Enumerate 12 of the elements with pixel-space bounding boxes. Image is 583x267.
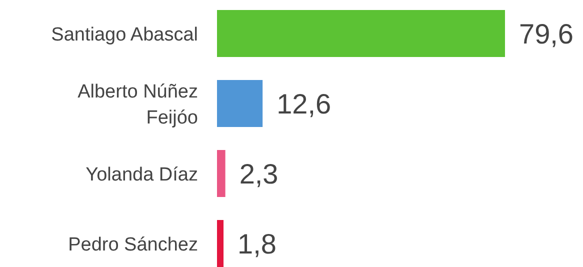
- y-tick-label: Alberto Núñez Feijóo: [78, 82, 198, 128]
- bar: [217, 80, 263, 127]
- data-label: 79,6: [519, 18, 574, 50]
- bar: [217, 220, 224, 267]
- bar: [217, 150, 226, 197]
- data-label: 12,6: [276, 88, 332, 120]
- data-label: 1,8: [238, 228, 276, 260]
- data-label: 2,3: [239, 158, 278, 190]
- y-tick-label: Yolanda Díaz: [86, 164, 198, 186]
- y-tick-label: Santiago Abascal: [51, 24, 198, 46]
- y-tick-label: Pedro Sánchez: [68, 234, 198, 256]
- bar: [217, 10, 505, 57]
